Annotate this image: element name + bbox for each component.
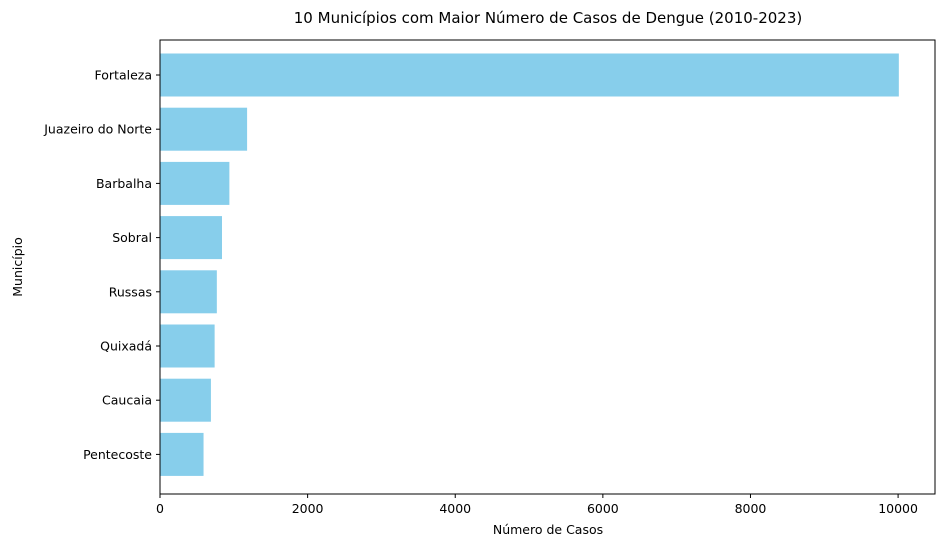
bar-juazeiro-do-norte (160, 107, 248, 151)
x-axis-title: Número de Casos (493, 522, 603, 537)
y-tick-label: Sobral (112, 230, 152, 245)
x-tick-label: 10000 (878, 501, 918, 516)
plot-frame (159, 39, 936, 495)
bar-russas (160, 270, 217, 314)
bar-fortaleza (160, 53, 899, 97)
bar-caucaia (160, 378, 211, 422)
axes-group: Fortaleza Juazeiro do Norte Barbalha Sobral… (43, 39, 936, 516)
y-tick-label: Pentecoste (83, 447, 152, 462)
bar-quixadá (160, 324, 215, 368)
y-tick-label: Barbalha (96, 176, 152, 191)
x-tick-label: 0 (156, 501, 164, 516)
chart-title: 10 Municípios com Maior Número de Casos … (294, 9, 802, 27)
bar-barbalha (160, 161, 230, 205)
y-tick-label: Fortaleza (95, 68, 152, 83)
y-tick-label: Juazeiro do Norte (43, 122, 152, 137)
y-tick-label: Quixadá (100, 339, 152, 354)
bars-group (160, 53, 899, 476)
x-tick-label: 8000 (735, 501, 767, 516)
y-tick-label: Caucaia (102, 393, 152, 408)
x-tick-label: 2000 (292, 501, 324, 516)
y-axis-title: Município (10, 237, 25, 297)
bar-pentecoste (160, 432, 204, 476)
x-tick-label: 4000 (439, 501, 471, 516)
x-tick-label: 6000 (587, 501, 619, 516)
y-tick-label: Russas (109, 284, 152, 299)
bar-sobral (160, 216, 222, 260)
